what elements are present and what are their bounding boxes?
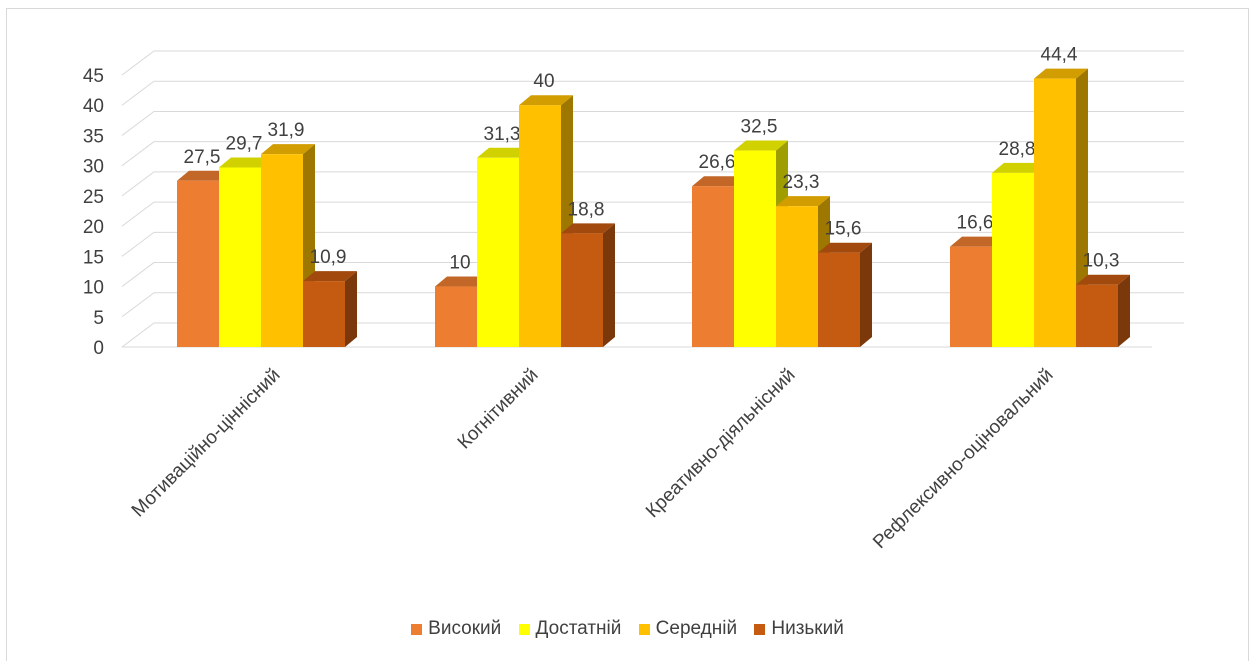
bar-side — [345, 271, 357, 347]
category-label: Когнітивний — [454, 365, 543, 454]
data-label: 23,3 — [783, 172, 820, 193]
bar — [177, 180, 219, 347]
data-label: 44,4 — [1041, 45, 1078, 66]
bar — [219, 167, 261, 347]
chart-legend: Високий Достатній Середній Низький — [0, 618, 1255, 641]
bar — [734, 150, 776, 347]
gridline — [121, 50, 1184, 76]
bar-top — [776, 196, 830, 207]
data-label: 10 — [449, 253, 470, 274]
bar-top — [435, 276, 489, 287]
data-label: 32,5 — [741, 117, 778, 138]
bar — [776, 206, 818, 347]
bar-top — [734, 140, 788, 151]
data-label: 15,6 — [825, 219, 862, 240]
bar-side — [860, 242, 872, 347]
y-tick-label: 30 — [83, 157, 104, 178]
legend-label: Високий — [428, 618, 502, 639]
data-label: 40 — [533, 71, 554, 92]
legend-item-nyzkyi: Низький — [754, 618, 844, 640]
category-label: Креативно-діяльнісний — [642, 365, 799, 522]
y-tick-label: 10 — [83, 278, 104, 299]
bar — [561, 233, 603, 347]
bar-top — [177, 170, 231, 181]
bar — [692, 186, 734, 347]
y-tick-label: 45 — [83, 66, 104, 87]
bar — [950, 246, 992, 347]
legend-swatch — [411, 623, 423, 635]
y-tick-label: 0 — [93, 338, 104, 359]
bar-top — [261, 144, 315, 155]
bar — [519, 105, 561, 347]
data-label: 31,9 — [268, 120, 305, 141]
bar — [1076, 284, 1118, 347]
category-label: Мотиваційно-ціннісний — [128, 365, 285, 522]
bar-top — [519, 95, 573, 106]
bar-top — [818, 242, 872, 253]
bar-side — [1118, 274, 1130, 347]
y-tick-label: 35 — [83, 126, 104, 147]
gridline — [121, 171, 1184, 197]
bar — [303, 281, 345, 347]
bar — [261, 154, 303, 347]
data-label: 18,8 — [568, 199, 605, 220]
bar-top — [303, 271, 357, 282]
y-tick-label: 15 — [83, 247, 104, 268]
bar-top — [477, 147, 531, 158]
bar-top — [219, 157, 273, 168]
bar-top — [692, 176, 746, 187]
gridline — [121, 80, 1184, 106]
legend-swatch — [518, 623, 530, 635]
legend-item-visokyi: Високий — [411, 618, 501, 640]
legend-item-serednii: Середній — [638, 618, 738, 640]
legend-swatch — [638, 623, 650, 635]
data-label: 27,5 — [184, 147, 221, 168]
bar — [477, 157, 519, 347]
y-tick-label: 5 — [93, 308, 104, 329]
y-tick-label: 20 — [83, 217, 104, 238]
gridline — [121, 231, 1184, 257]
category-label: Рефлексивно-оціновальний — [869, 365, 1057, 553]
gridline — [121, 201, 1184, 227]
legend-label: Достатній — [535, 618, 622, 639]
bar — [435, 286, 477, 347]
bar-top — [992, 162, 1046, 173]
bar-top — [561, 223, 615, 234]
bar-side — [603, 223, 615, 347]
data-label: 31,3 — [484, 124, 521, 145]
data-label: 16,6 — [957, 213, 994, 234]
y-tick-label: 25 — [83, 187, 104, 208]
bar-top — [1076, 274, 1130, 285]
bar — [1034, 78, 1076, 348]
bar-top — [950, 236, 1004, 247]
bar — [992, 172, 1034, 347]
legend-label: Низький — [771, 618, 844, 639]
y-tick-label: 40 — [83, 96, 104, 117]
data-label: 29,7 — [226, 133, 263, 154]
data-label: 26,6 — [699, 152, 736, 173]
legend-item-dostatnii: Достатній — [518, 618, 622, 640]
data-label: 10,9 — [310, 247, 347, 268]
data-label: 28,8 — [999, 139, 1036, 160]
bar — [818, 252, 860, 347]
data-label: 10,3 — [1083, 251, 1120, 272]
bar-top — [1034, 68, 1088, 79]
legend-label: Середній — [655, 618, 738, 639]
gridline — [121, 141, 1184, 167]
legend-swatch — [754, 623, 766, 635]
gridline — [121, 110, 1184, 136]
